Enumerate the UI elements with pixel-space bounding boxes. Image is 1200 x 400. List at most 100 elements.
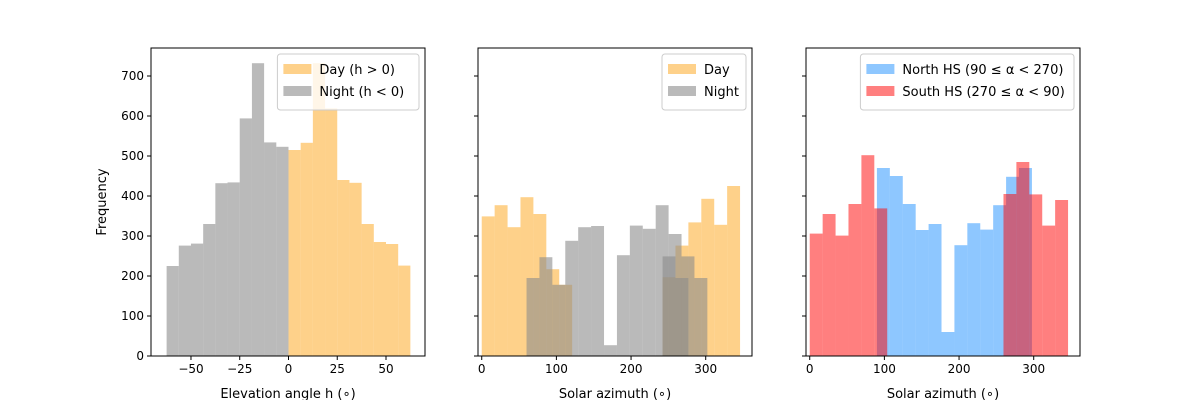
histogram-bar xyxy=(902,204,916,356)
legend-swatch xyxy=(866,86,895,96)
histogram-bar xyxy=(604,345,617,356)
chart-panel-2: 0 100 200 300 Solar azimuth (∘) Day Night xyxy=(474,47,753,400)
histogram-bar xyxy=(714,224,728,356)
y-tick-label: 100 xyxy=(121,309,144,323)
histogram-bar xyxy=(507,227,521,356)
histogram-bar xyxy=(822,214,836,356)
legend-swatch xyxy=(283,64,312,74)
histogram-bar xyxy=(481,216,495,356)
histogram-bar xyxy=(642,228,656,356)
histogram-bar xyxy=(178,245,191,356)
histogram-bar xyxy=(361,224,374,356)
histogram-bar xyxy=(373,242,386,356)
legend-label: North HS (90 ≤ α < 270) xyxy=(902,63,1063,78)
y-tick-label: 400 xyxy=(121,189,144,203)
histogram-bar xyxy=(251,63,265,356)
series-2 xyxy=(809,155,1069,356)
x-tick-label: 0 xyxy=(806,362,814,376)
y-tick-label: 200 xyxy=(121,269,144,283)
histogram-bar xyxy=(928,224,942,356)
histogram-bar xyxy=(385,244,399,356)
histogram-bar xyxy=(539,257,553,356)
histogram-bar xyxy=(980,229,994,356)
histogram-bar xyxy=(239,118,252,357)
histogram-bar xyxy=(1042,225,1056,356)
x-tick-label: −50 xyxy=(178,362,203,376)
histogram-bar xyxy=(809,233,823,356)
histogram-bar xyxy=(629,225,643,356)
x-tick-label: −25 xyxy=(227,362,252,376)
histogram-bar xyxy=(494,205,508,356)
x-tick-label: 0 xyxy=(478,362,486,376)
legend: Day (h > 0) Night (h < 0) xyxy=(276,53,420,111)
histogram-bar xyxy=(848,204,862,356)
x-tick-label: 200 xyxy=(620,362,643,376)
x-tick-label: 300 xyxy=(1022,362,1045,376)
histogram-bar xyxy=(1029,194,1043,356)
histogram-bar xyxy=(1055,200,1069,356)
axes-frame xyxy=(477,47,753,357)
histogram-bar xyxy=(681,256,695,356)
chart-panel-3: 0 100 200 300 Solar azimuth (∘) North HS (90 … xyxy=(802,47,1081,400)
legend-label: Day (h > 0) xyxy=(319,63,395,78)
legend: Day Night xyxy=(661,53,747,111)
x-tick-label: 300 xyxy=(694,362,717,376)
y-tick-label: 300 xyxy=(121,229,144,243)
histogram-bar xyxy=(552,284,566,356)
legend-swatch xyxy=(668,64,696,74)
axes-frame xyxy=(805,47,1081,357)
legend: North HS (90 ≤ α < 270) South HS (270 ≤ α… xyxy=(859,53,1075,111)
series-3 xyxy=(526,205,708,356)
histogram-bar xyxy=(565,240,579,356)
legend-swatch xyxy=(283,86,312,96)
histogram-bar xyxy=(889,176,903,356)
legend-label: South HS (270 ≤ α < 90) xyxy=(902,85,1064,100)
histogram-bar xyxy=(325,108,338,357)
histogram-bar xyxy=(578,227,592,356)
histogram-bar xyxy=(526,278,540,356)
histogram-bar xyxy=(591,226,605,356)
y-tick-label: 700 xyxy=(121,69,144,83)
x-tick-label: 100 xyxy=(545,362,568,376)
histogram-bar xyxy=(694,278,708,356)
x-tick-label: 0 xyxy=(285,362,293,376)
legend-box xyxy=(859,53,1075,111)
legend-box xyxy=(276,53,420,111)
histogram-bar xyxy=(1003,194,1017,356)
histogram-bar xyxy=(300,142,313,356)
histogram-bar xyxy=(941,332,955,356)
histogram-bar xyxy=(264,142,277,356)
x-axis-label: Elevation angle h (∘) xyxy=(220,387,355,400)
histogram-bar xyxy=(616,255,630,356)
histogram-bar xyxy=(190,243,204,356)
histogram-bar xyxy=(337,180,350,356)
y-tick-label: 0 xyxy=(136,349,144,363)
legend-label: Night xyxy=(704,85,739,100)
histogram-bar xyxy=(874,208,888,356)
histogram-bar xyxy=(227,182,240,356)
histogram-bar xyxy=(861,155,875,356)
histogram-bar xyxy=(668,234,682,356)
histogram-bar xyxy=(915,230,929,356)
legend-label: Day xyxy=(704,63,730,78)
histogram-bar xyxy=(398,265,411,356)
histogram-bar xyxy=(655,205,669,356)
histogram-bar xyxy=(288,150,301,356)
legend-swatch xyxy=(668,86,696,96)
chart-panel-1: −50 −25 0 25 500100200300400500600700Elevati… xyxy=(95,47,426,400)
series-2 xyxy=(166,63,289,357)
x-tick-label: 50 xyxy=(378,362,393,376)
histogram-bar xyxy=(203,224,216,356)
legend-label: Night (h < 0) xyxy=(319,85,404,100)
y-axis-label: Frequency xyxy=(95,168,110,235)
histogram-bar xyxy=(727,186,741,356)
histogram-bar xyxy=(993,205,1007,356)
histogram-bar xyxy=(349,182,362,356)
histogram-bar xyxy=(835,235,849,356)
x-tick-label: 25 xyxy=(330,362,345,376)
x-axis-label: Solar azimuth (∘) xyxy=(887,387,999,400)
histogram-bar xyxy=(276,146,289,356)
y-tick-label: 500 xyxy=(121,149,144,163)
x-tick-label: 200 xyxy=(948,362,971,376)
